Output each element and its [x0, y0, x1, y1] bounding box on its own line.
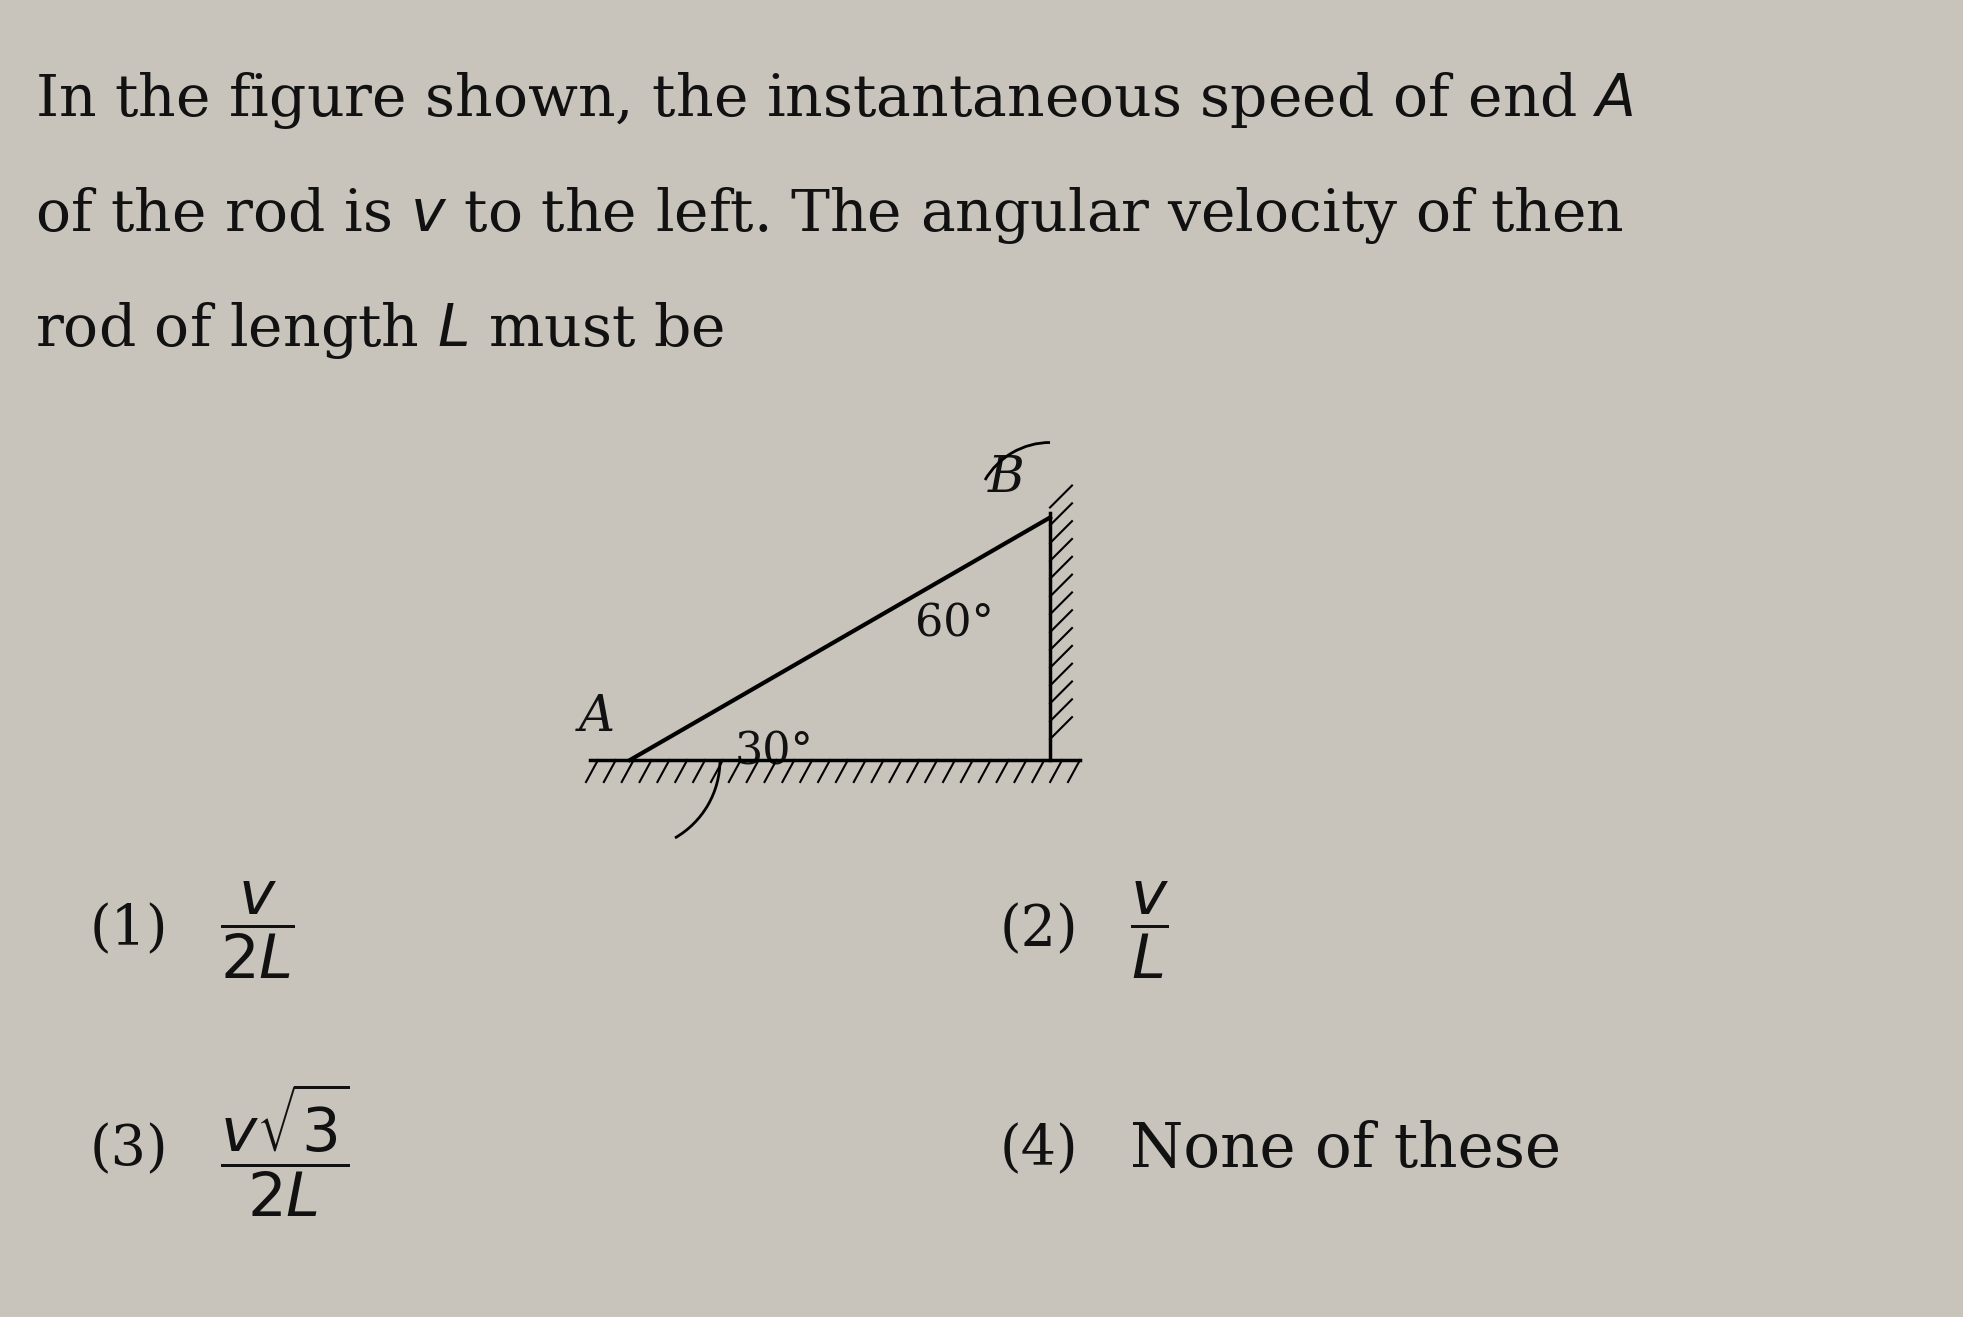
Text: $\dfrac{v}{2L}$: $\dfrac{v}{2L}$: [220, 880, 294, 981]
Text: In the figure shown, the instantaneous speed of end $A$: In the figure shown, the instantaneous s…: [35, 70, 1633, 130]
Text: A: A: [579, 693, 614, 741]
Text: 30°: 30°: [734, 730, 815, 773]
Text: (1): (1): [90, 902, 169, 957]
Text: $\dfrac{v\sqrt{3}}{2L}$: $\dfrac{v\sqrt{3}}{2L}$: [220, 1081, 349, 1218]
Text: (2): (2): [999, 902, 1078, 957]
Text: (4): (4): [999, 1122, 1078, 1177]
Text: None of these: None of these: [1131, 1119, 1561, 1180]
Text: rod of length $L$ must be: rod of length $L$ must be: [35, 300, 724, 361]
Text: (3): (3): [90, 1122, 169, 1177]
Text: of the rod is $v$ to the left. The angular velocity of then: of the rod is $v$ to the left. The angul…: [35, 184, 1623, 246]
Text: 60°: 60°: [915, 602, 993, 645]
Text: $\dfrac{v}{L}$: $\dfrac{v}{L}$: [1131, 880, 1168, 981]
Text: B: B: [987, 453, 1025, 503]
